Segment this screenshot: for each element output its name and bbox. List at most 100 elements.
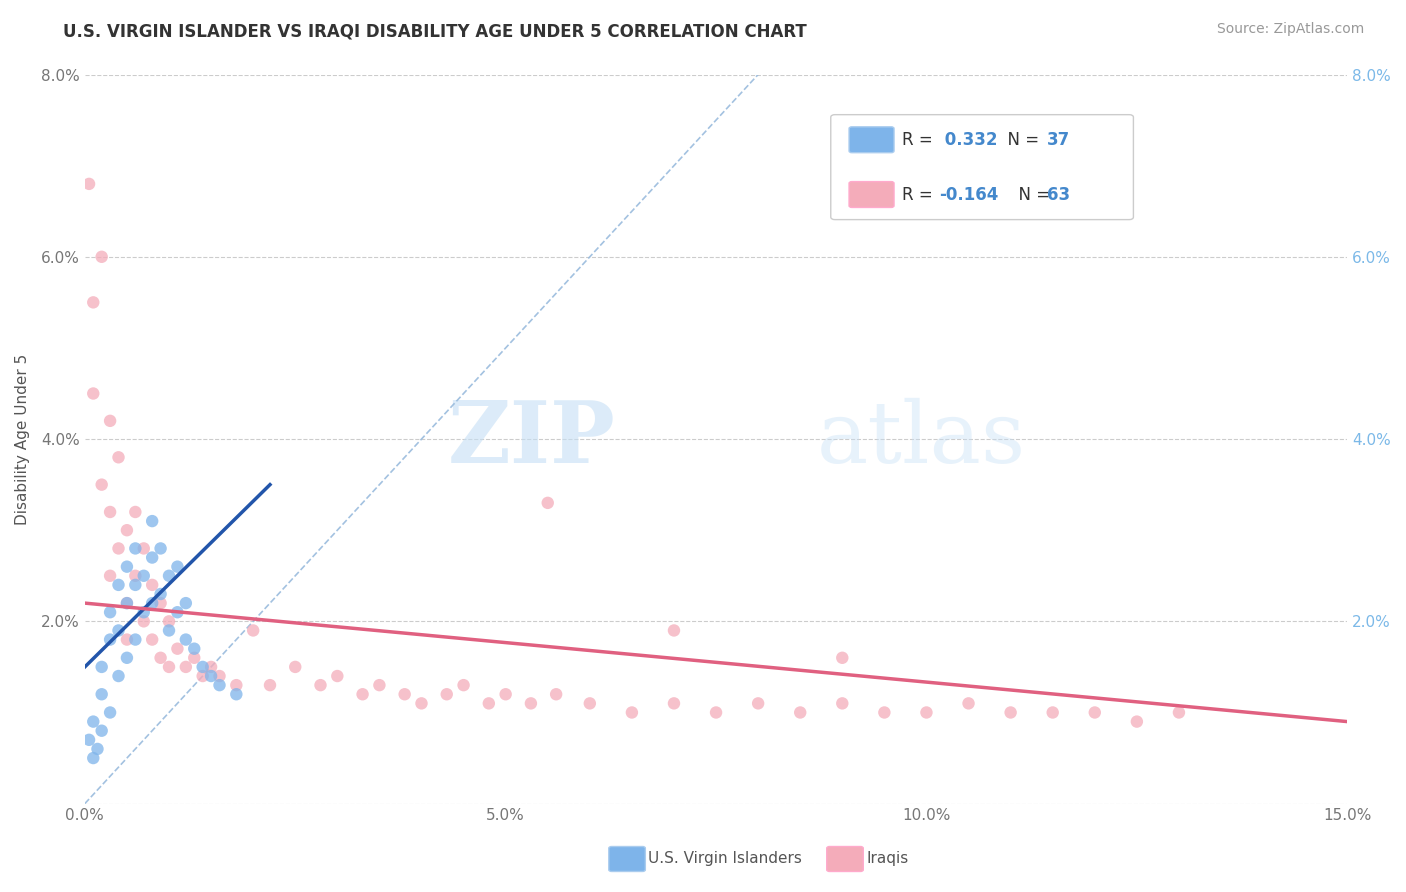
Point (309, 678, 332, 692)
Point (115, 596, 138, 610)
Point (183, 650, 205, 665)
Point (98, 632, 121, 647)
Point (82, 295, 104, 310)
Point (520, 697, 543, 711)
Text: Iraqis: Iraqis (866, 851, 908, 865)
Text: R =: R = (903, 186, 938, 203)
Point (831, 650, 853, 665)
Point (124, 578, 146, 592)
Point (124, 541, 146, 556)
Point (873, 706, 896, 720)
Point (915, 706, 938, 720)
Point (157, 624, 180, 638)
Point (284, 660, 307, 674)
Point (157, 615, 180, 629)
Point (107, 578, 129, 592)
Point (124, 505, 146, 519)
Point (191, 669, 214, 683)
Text: 0.332: 0.332 (939, 131, 997, 149)
Text: Source: ZipAtlas.com: Source: ZipAtlas.com (1216, 22, 1364, 37)
Point (132, 541, 155, 556)
Point (141, 578, 163, 592)
Point (478, 697, 501, 711)
Point (242, 624, 264, 638)
Point (495, 687, 517, 701)
Point (132, 605, 155, 619)
Point (115, 523, 138, 537)
Point (259, 678, 281, 692)
Point (107, 624, 129, 638)
Point (174, 632, 197, 647)
Point (115, 650, 138, 665)
Point (1084, 706, 1107, 720)
Point (662, 624, 685, 638)
Point (86, 742, 108, 756)
Point (453, 678, 475, 692)
Point (166, 641, 188, 656)
Point (1126, 714, 1149, 729)
Point (149, 596, 172, 610)
Point (132, 568, 155, 582)
Point (149, 650, 172, 665)
Point (98, 605, 121, 619)
Text: atlas: atlas (817, 398, 1026, 481)
Point (157, 660, 180, 674)
Point (107, 541, 129, 556)
Point (166, 605, 188, 619)
Point (191, 660, 214, 674)
Point (149, 541, 172, 556)
Point (411, 697, 433, 711)
Point (620, 706, 643, 720)
Text: 37: 37 (1047, 131, 1070, 149)
Point (957, 697, 980, 711)
Point (225, 678, 247, 692)
Point (115, 632, 138, 647)
Point (98, 505, 121, 519)
Text: ZIP: ZIP (447, 397, 614, 481)
Point (225, 687, 247, 701)
Point (82, 714, 104, 729)
Point (1168, 706, 1191, 720)
Point (789, 706, 811, 720)
Point (90, 687, 112, 701)
Point (124, 632, 146, 647)
Point (124, 568, 146, 582)
Point (115, 596, 138, 610)
Point (107, 669, 129, 683)
Point (747, 697, 769, 711)
Point (82, 751, 104, 765)
Point (208, 669, 231, 683)
Point (141, 632, 163, 647)
Point (537, 496, 560, 510)
Point (183, 641, 205, 656)
Text: U.S. VIRGIN ISLANDER VS IRAQI DISABILITY AGE UNDER 5 CORRELATION CHART: U.S. VIRGIN ISLANDER VS IRAQI DISABILITY… (63, 22, 807, 40)
Text: 63: 63 (1047, 186, 1070, 203)
Point (82, 386, 104, 401)
Point (157, 568, 180, 582)
Point (77, 177, 100, 191)
Point (166, 559, 188, 574)
Point (436, 687, 458, 701)
Point (98, 706, 121, 720)
Text: N =: N = (1008, 186, 1056, 203)
Point (394, 687, 416, 701)
Point (1000, 706, 1022, 720)
Point (90, 660, 112, 674)
Point (578, 697, 600, 711)
Point (704, 706, 727, 720)
Point (90, 723, 112, 738)
Y-axis label: Disability Age Under 5: Disability Age Under 5 (15, 353, 30, 524)
Point (90, 477, 112, 491)
Point (546, 687, 568, 701)
Text: U.S. Virgin Islanders: U.S. Virgin Islanders (648, 851, 801, 865)
Point (141, 514, 163, 528)
Point (208, 678, 231, 692)
Point (200, 660, 222, 674)
Point (132, 615, 155, 629)
Text: -0.164: -0.164 (939, 186, 998, 203)
Point (149, 587, 172, 601)
Point (90, 250, 112, 264)
Point (174, 596, 197, 610)
Point (326, 669, 349, 683)
Point (200, 669, 222, 683)
